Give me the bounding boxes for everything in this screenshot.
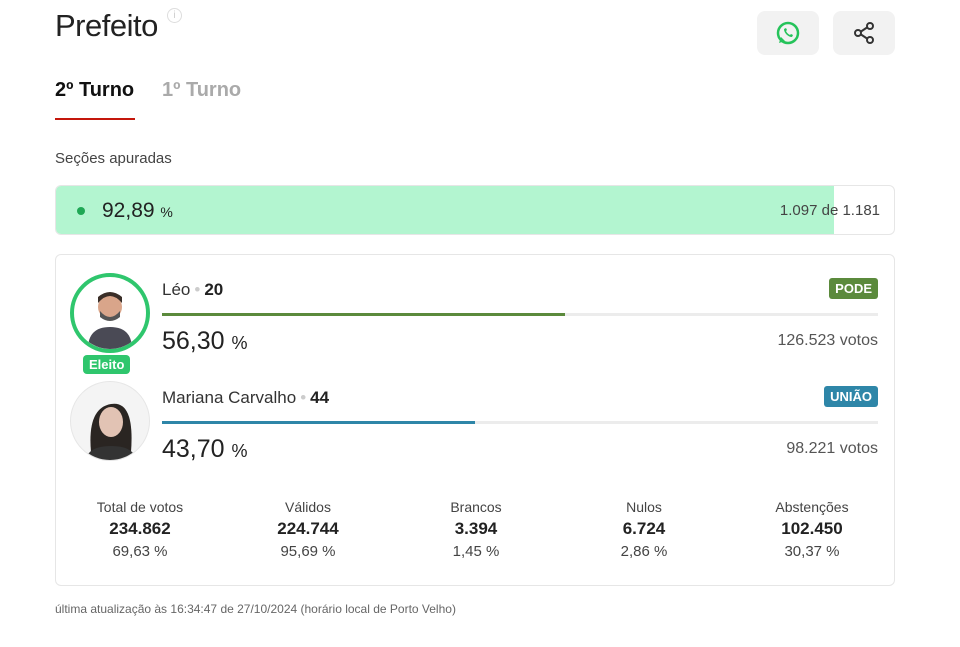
stat-label: Brancos xyxy=(450,499,502,515)
percent-sign: % xyxy=(160,204,173,220)
stat-percent: 1,45 % xyxy=(452,543,500,560)
stat-label: Válidos xyxy=(285,499,331,515)
stat-abstencoes: Abstenções 102.450 30,37 % xyxy=(728,499,896,560)
party-badge: UNIÃO xyxy=(824,386,878,407)
candidate-percent-value: 56,30 xyxy=(162,327,225,355)
candidate-percent: 43,70 % xyxy=(162,435,248,464)
stat-percent: 30,37 % xyxy=(784,543,840,560)
elected-badge: Eleito xyxy=(83,355,131,374)
candidate-votes: 98.221 votos xyxy=(786,440,878,457)
stat-label: Abstenções xyxy=(775,499,849,515)
candidate-percent: 56,30 % xyxy=(162,327,248,356)
candidate-row: Mariana Carvalho • 44 UNIÃO 43,70 % 98.221… xyxy=(56,381,896,481)
status-dot xyxy=(77,207,85,215)
candidate-name-text: Léo xyxy=(162,280,191,299)
vote-bar-fill xyxy=(162,421,475,424)
stat-value: 224.744 xyxy=(277,519,339,538)
candidate-name: Mariana Carvalho • 44 xyxy=(162,388,330,407)
share-icon xyxy=(854,22,874,44)
vote-bar xyxy=(162,421,878,424)
sections-progress: 92,89 % 1.097 de 1.181 xyxy=(55,185,895,235)
candidate-name-text: Mariana Carvalho xyxy=(162,388,297,407)
percent-sign: % xyxy=(231,333,248,353)
avatar xyxy=(70,381,150,461)
share-button[interactable] xyxy=(833,11,895,55)
tab-2o-turno[interactable]: 2º Turno xyxy=(55,79,135,101)
page-title: Prefeito xyxy=(55,8,158,43)
tab-1o-turno[interactable]: 1º Turno xyxy=(162,79,242,101)
stat-value: 102.450 xyxy=(781,519,843,538)
candidate-number: 44 xyxy=(310,388,330,407)
stat-value: 234.862 xyxy=(109,519,171,538)
whatsapp-icon xyxy=(776,21,800,45)
whatsapp-share-button[interactable] xyxy=(757,11,819,55)
candidate-number: 20 xyxy=(204,280,224,299)
active-tab-indicator xyxy=(55,118,135,120)
stat-total: Total de votos 234.862 69,63 % xyxy=(56,499,224,560)
vote-bar-fill xyxy=(162,313,566,316)
stat-validos: Válidos 224.744 95,69 % xyxy=(224,499,392,560)
stat-percent: 69,63 % xyxy=(112,543,168,560)
vote-stats: Total de votos 234.862 69,63 % Válidos 224.… xyxy=(56,499,896,560)
stat-percent: 2,86 % xyxy=(620,543,668,560)
percent-sign: % xyxy=(231,441,248,461)
results-card: Eleito Léo • 20 PODE 56,30 % 126.523 votos… xyxy=(55,254,895,586)
candidate-row: Eleito Léo • 20 PODE 56,30 % 126.523 votos xyxy=(56,273,896,374)
sections-percent-value: 92,89 xyxy=(102,199,155,222)
stat-brancos: Brancos 3.394 1,45 % xyxy=(392,499,560,560)
stat-percent: 95,69 % xyxy=(280,543,336,560)
party-badge: PODE xyxy=(829,278,878,299)
sections-progress-fill xyxy=(56,186,835,234)
info-icon[interactable]: i xyxy=(167,8,182,23)
last-update: última atualização às 16:34:47 de 27/10/… xyxy=(55,602,456,616)
stat-label: Total de votos xyxy=(96,499,184,515)
stat-nulos: Nulos 6.724 2,86 % xyxy=(560,499,728,560)
candidate-percent-value: 43,70 xyxy=(162,435,225,463)
sections-label: Seções apuradas xyxy=(55,150,172,167)
sections-percent: 92,89 % xyxy=(102,199,173,223)
vote-bar xyxy=(162,313,878,316)
stat-label: Nulos xyxy=(626,499,662,515)
avatar xyxy=(70,273,150,353)
stat-value: 6.724 xyxy=(622,519,666,538)
sections-count: 1.097 de 1.181 xyxy=(779,202,880,219)
candidate-votes: 126.523 votos xyxy=(777,332,878,349)
candidate-name: Léo • 20 xyxy=(162,280,224,299)
stat-value: 3.394 xyxy=(454,519,498,538)
